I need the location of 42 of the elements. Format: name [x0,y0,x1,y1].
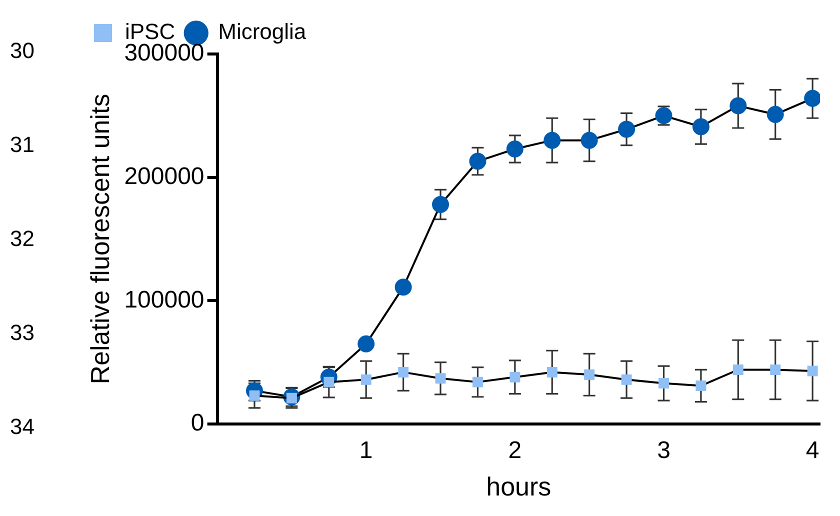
point [510,372,520,382]
point [469,152,486,170]
point [618,120,636,138]
point [804,90,820,107]
point [435,373,446,384]
x-axis-title: hours [486,472,552,502]
point [658,378,669,389]
point [506,140,524,158]
x-tick-label: 3 [657,437,670,464]
point [360,374,372,385]
text: 34 [10,414,34,440]
x-tick-label: 2 [508,437,522,464]
point [432,196,450,213]
point [730,97,747,114]
point [394,278,412,296]
point [732,364,744,375]
point [584,369,595,380]
point [580,132,598,149]
legend-label: Microglia [218,19,307,44]
point [807,366,818,376]
y-tick-label: 0 [190,410,204,437]
point [766,106,784,123]
text: 30 [10,38,34,64]
x-tick-label: 4 [806,437,820,464]
y-axis-title: Relative fluorescent units [84,94,115,384]
point [472,376,483,388]
y-tick-label: 100000 [124,286,204,314]
text: 32 [10,226,34,252]
point [358,335,375,352]
y-tick-label: 200000 [124,162,204,190]
point [621,374,632,385]
point [324,376,334,388]
point [546,366,558,378]
x-tick-label: 1 [359,437,373,464]
point [398,366,409,378]
point [544,132,561,149]
point [692,118,710,136]
point [696,380,706,392]
point [770,364,781,375]
text: 33 [10,320,34,346]
text: 31 [10,132,34,158]
point [249,390,260,401]
